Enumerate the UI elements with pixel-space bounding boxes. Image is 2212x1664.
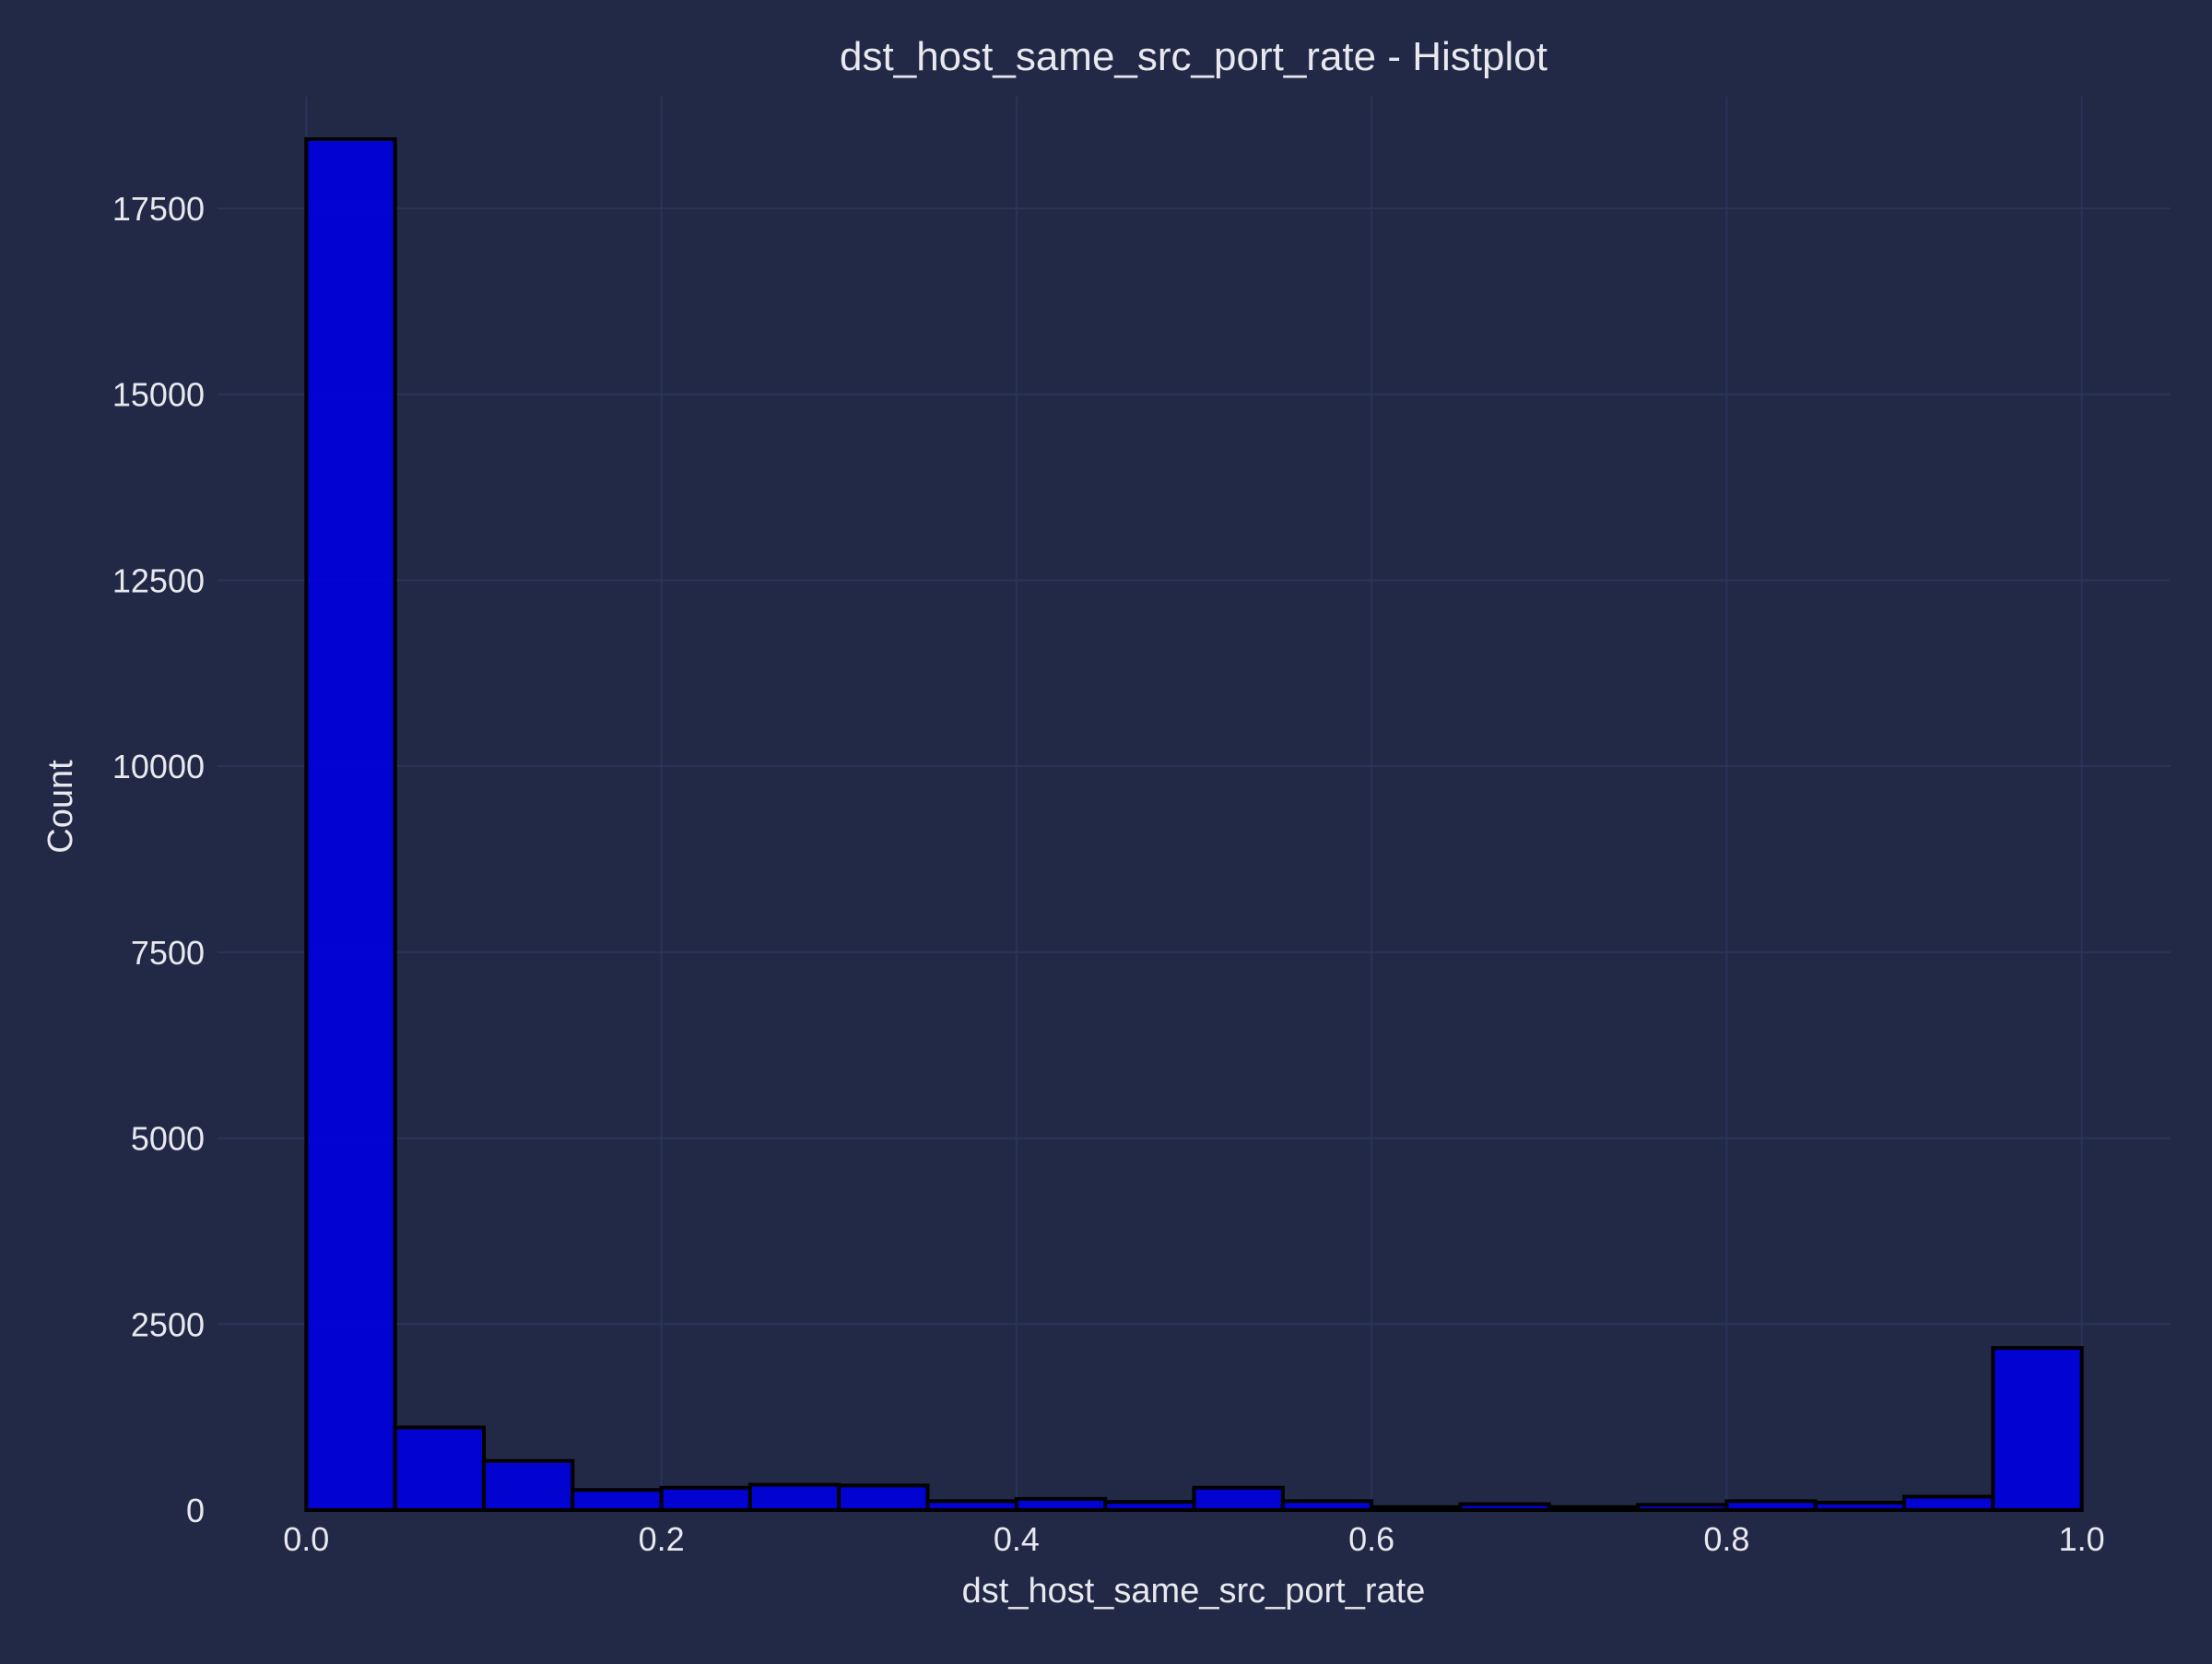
histogram-bar <box>393 1425 486 1513</box>
x-tick-label: 1.0 <box>2059 1520 2105 1558</box>
histogram-bar <box>1370 1505 1463 1512</box>
x-tick-labels: 0.0 0.2 0.4 0.6 0.8 1.0 <box>283 1520 2104 1558</box>
histogram-bar <box>659 1485 752 1512</box>
bars <box>304 136 2084 1513</box>
histogram-bar <box>1280 1499 1374 1512</box>
histogram-bar <box>1636 1503 1729 1512</box>
x-tick-label: 0.2 <box>639 1520 685 1558</box>
histogram-bar <box>1458 1502 1551 1513</box>
histogram-bar <box>1724 1499 1818 1512</box>
y-tick-label: 10000 <box>112 748 205 785</box>
x-tick-label: 0.4 <box>994 1520 1040 1558</box>
histogram-bar <box>304 136 397 1513</box>
x-axis-label: dst_host_same_src_port_rate <box>962 1572 1426 1611</box>
y-tick-labels: 0 2500 5000 7500 10000 12500 15000 17500 <box>112 190 205 1529</box>
histogram-bar <box>571 1488 664 1512</box>
y-axis-label: Count <box>41 760 80 854</box>
y-tick-label: 2500 <box>131 1305 205 1343</box>
y-tick-label: 17500 <box>112 190 205 228</box>
histogram-bar <box>1991 1346 2084 1512</box>
histogram-bar <box>747 1482 841 1513</box>
histogram-bar <box>1103 1500 1196 1513</box>
histogram-bar <box>837 1483 930 1513</box>
x-tick-label: 0.8 <box>1703 1520 1749 1558</box>
y-tick-label: 0 <box>186 1492 205 1529</box>
histogram-bar <box>925 1499 1018 1512</box>
histogram-bar <box>481 1458 575 1512</box>
y-tick-label: 12500 <box>112 561 205 599</box>
chart-title: dst_host_same_src_port_rate - Histplot <box>840 34 1547 79</box>
histogram-bar <box>1192 1485 1285 1512</box>
histogram-bar <box>1813 1500 1907 1512</box>
y-tick-label: 5000 <box>131 1120 205 1158</box>
x-tick-label: 0.0 <box>283 1520 329 1558</box>
histogram-bar <box>1014 1496 1108 1512</box>
histogram-bar <box>1547 1505 1641 1512</box>
y-tick-label: 7500 <box>131 934 205 972</box>
y-tick-label: 15000 <box>112 376 205 414</box>
x-tick-label: 0.6 <box>1348 1520 1394 1558</box>
histogram-bar <box>1902 1494 1995 1512</box>
